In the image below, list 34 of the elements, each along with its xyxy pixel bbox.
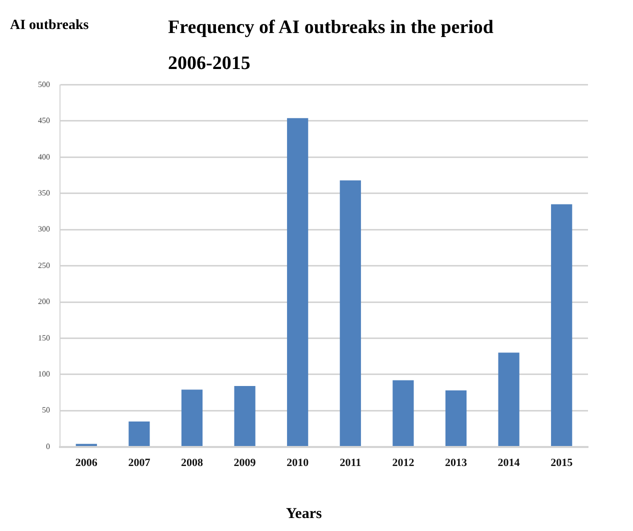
y-tick-label: 350 xyxy=(38,188,50,198)
x-tick-label: 2014 xyxy=(498,457,520,470)
bar xyxy=(551,204,572,446)
bar xyxy=(340,180,361,446)
y-tick-label: 100 xyxy=(38,369,50,378)
x-tick-label: 2015 xyxy=(550,457,574,470)
x-tick-label: 2009 xyxy=(234,457,256,470)
x-axis-title: Years xyxy=(286,506,322,523)
bar xyxy=(76,444,97,446)
y-tick-label: 400 xyxy=(38,152,50,162)
y-tick-label: 150 xyxy=(38,333,50,342)
y-tick-label: 50 xyxy=(42,406,50,415)
y-tick-label: 300 xyxy=(38,224,50,234)
x-tick-label: 2007 xyxy=(128,457,151,470)
y-tick-label: 500 xyxy=(38,80,50,89)
x-tick-label: 2006 xyxy=(75,457,98,470)
chart-title: Frequency of AI outbreaks in the period 2006-2015 xyxy=(168,16,494,76)
bar xyxy=(287,118,308,446)
x-tick-label: 2008 xyxy=(181,457,204,470)
y-tick-label: 450 xyxy=(38,116,50,126)
y-tick-label: 0 xyxy=(46,442,50,451)
y-tick-label: 200 xyxy=(38,297,50,306)
x-tick-label: 2012 xyxy=(392,457,415,470)
bar xyxy=(234,386,256,446)
x-tick-label: 2011 xyxy=(340,457,362,470)
x-tick-label: 2010 xyxy=(286,457,310,470)
bar xyxy=(181,390,203,446)
y-axis-title: AI outbreaks xyxy=(10,18,89,34)
bar xyxy=(445,390,467,446)
bar xyxy=(498,352,520,446)
bar xyxy=(392,380,414,446)
y-tick-label: 250 xyxy=(38,260,50,270)
x-tick-label: 2013 xyxy=(445,457,468,470)
bar xyxy=(128,421,150,446)
